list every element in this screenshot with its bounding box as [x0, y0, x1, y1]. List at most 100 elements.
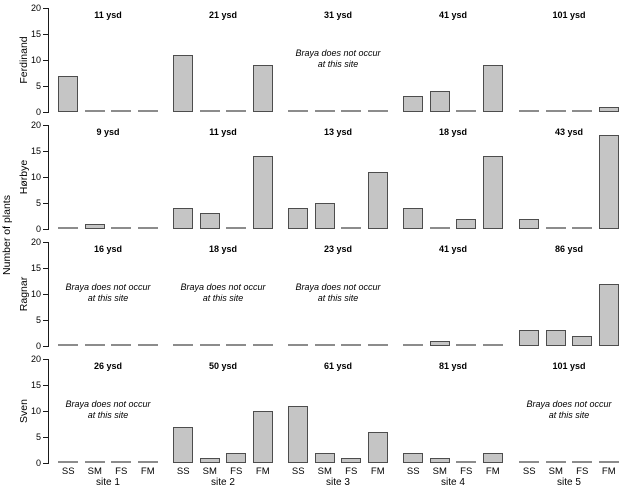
bar-SM [429, 340, 450, 346]
bar-SS [58, 75, 79, 112]
bar-SS [519, 218, 540, 229]
x-category-label: SM [87, 466, 102, 477]
zero-dash-FS [456, 110, 477, 112]
zero-dash-FS [226, 227, 247, 229]
bar-SS [288, 405, 309, 463]
zero-dash-SS [288, 344, 309, 346]
zero-dash-FS [572, 227, 593, 229]
zero-dash-FS [341, 227, 362, 229]
absence-note-line2: at this site [87, 293, 129, 303]
bar-SS [403, 208, 424, 229]
x-category-label: SM [202, 466, 217, 477]
zero-dash-SS [58, 344, 79, 346]
y-axis-line [48, 125, 49, 230]
panel-title: 9 ysd [96, 127, 120, 137]
y-tick-label: 5 [35, 314, 41, 325]
y-tick-label: 0 [35, 457, 41, 468]
zero-dash-SM [545, 110, 566, 112]
panel-title: 101 ysd [552, 10, 586, 20]
bar-SM [84, 223, 105, 229]
y-tick-label: 0 [35, 340, 41, 351]
absence-note-line1: Braya does not occur [65, 282, 151, 292]
zero-dash-SS [519, 461, 540, 463]
y-axis-tick [43, 111, 48, 113]
bar-FS [456, 218, 477, 229]
x-category-label: FM [485, 466, 500, 477]
y-axis-tick [43, 319, 48, 321]
panel-title: 13 ysd [323, 127, 353, 137]
bar-FM [598, 135, 619, 229]
zero-dash-FM [367, 344, 388, 346]
zero-dash-SS [288, 110, 309, 112]
zero-dash-FM [598, 461, 619, 463]
panel-title: 18 ysd [438, 127, 468, 137]
bar-SM [429, 91, 450, 112]
x-category-label: FS [230, 466, 243, 477]
bar-FM [482, 452, 503, 463]
absence-note-line1: Braya does not occur [65, 399, 151, 409]
y-axis-tick [43, 85, 48, 87]
zero-dash-FM [137, 227, 158, 229]
y-axis-line [48, 359, 49, 464]
bar-FS [226, 452, 247, 463]
zero-dash-FS [572, 110, 593, 112]
x-category-label: SS [61, 466, 75, 477]
zero-dash-FS [111, 227, 132, 229]
y-tick-label: 5 [35, 80, 41, 91]
bar-SM [429, 457, 450, 463]
y-tick-label: 20 [30, 236, 41, 247]
site-label: site 3 [326, 477, 350, 488]
panel-title: 50 ysd [208, 361, 238, 371]
zero-dash-SM [545, 227, 566, 229]
y-axis-tick [43, 358, 48, 360]
zero-dash-SM [84, 110, 105, 112]
bar-FM [252, 156, 273, 229]
zero-dash-FM [137, 344, 158, 346]
zero-dash-SM [429, 227, 450, 229]
x-category-label: FS [115, 466, 128, 477]
panel-title: 61 ysd [323, 361, 353, 371]
site-label: site 4 [441, 477, 465, 488]
bar-FS [572, 335, 593, 346]
y-tick-label: 20 [30, 353, 41, 364]
x-category-label: FM [601, 466, 616, 477]
panel-title: 23 ysd [323, 244, 353, 254]
zero-dash-SM [199, 110, 220, 112]
absence-note-line2: at this site [87, 410, 129, 420]
panel-title: 11 ysd [209, 127, 237, 137]
zero-dash-FS [111, 110, 132, 112]
x-category-label: FM [140, 466, 155, 477]
y-tick-label: 15 [30, 379, 41, 390]
absence-note-line1: Braya does not occur [526, 399, 612, 409]
absence-note-line2: at this site [317, 59, 359, 69]
y-axis-tick [43, 462, 48, 464]
zero-dash-SS [58, 227, 79, 229]
y-tick-label: 10 [30, 288, 41, 299]
zero-dash-SM [84, 344, 105, 346]
zero-dash-SS [403, 344, 424, 346]
zero-dash-SM [314, 110, 335, 112]
y-axis-tick [43, 176, 48, 178]
y-axis-tick [43, 345, 48, 347]
y-tick-label: 0 [35, 223, 41, 234]
panel-title: 101 ysd [552, 361, 586, 371]
panel-title: 11 ysd [94, 10, 122, 20]
zero-dash-FM [137, 461, 158, 463]
y-axis-tick [43, 241, 48, 243]
absence-note-line2: at this site [548, 410, 590, 420]
y-axis-tick [43, 384, 48, 386]
y-tick-label: 10 [30, 171, 41, 182]
x-category-label: SM [548, 466, 563, 477]
y-axis-line [48, 8, 49, 113]
y-axis-tick [43, 293, 48, 295]
zero-dash-SM [199, 344, 220, 346]
panel-title: 81 ysd [438, 361, 468, 371]
y-tick-label: 15 [30, 262, 41, 273]
bar-FM [252, 65, 273, 112]
zero-dash-SS [173, 344, 194, 346]
zero-dash-FM [367, 110, 388, 112]
zero-dash-FS [111, 461, 132, 463]
x-category-label: FS [460, 466, 473, 477]
